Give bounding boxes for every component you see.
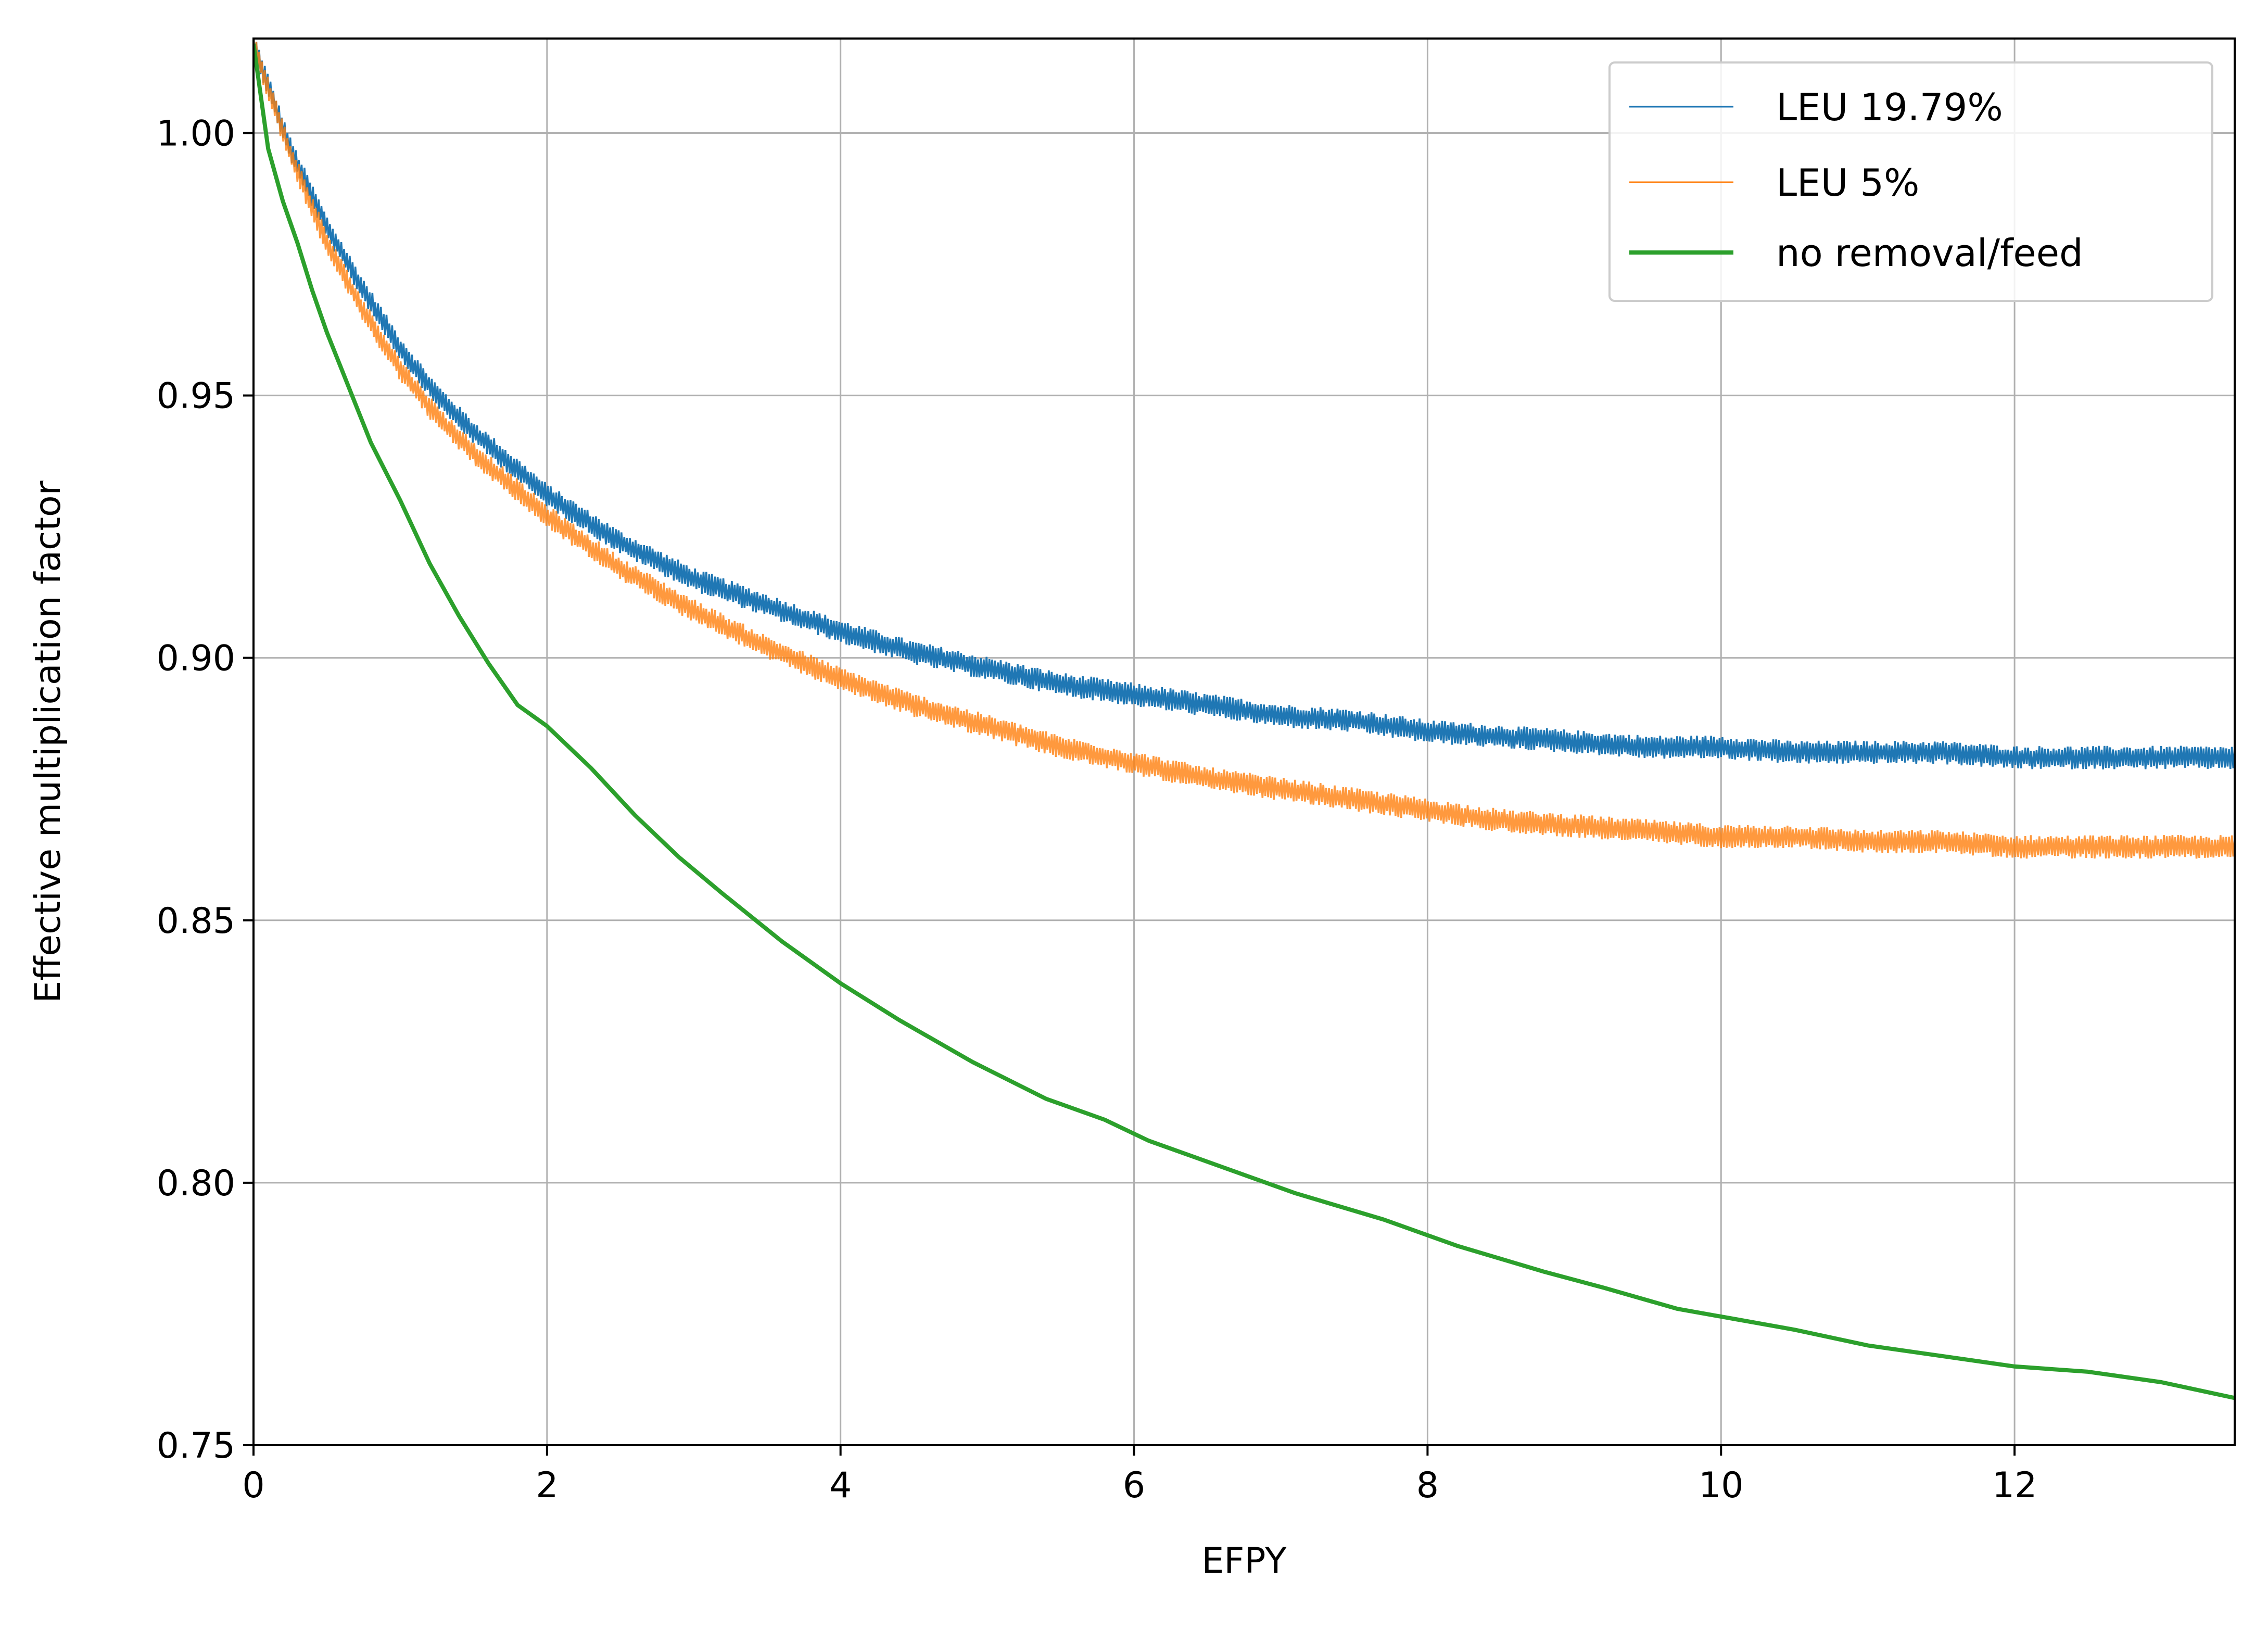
series-layer bbox=[254, 39, 2235, 1400]
y-tick-label: 0.85 bbox=[157, 901, 235, 942]
x-tick-label: 10 bbox=[1699, 1465, 1744, 1506]
y-tick-label: 0.90 bbox=[157, 638, 235, 679]
y-tick-label: 0.95 bbox=[157, 376, 235, 417]
legend-label-leu-5: LEU 5% bbox=[1776, 161, 1919, 205]
legend: LEU 19.79% LEU 5% no removal/feed bbox=[1608, 61, 2213, 302]
x-tick-label: 4 bbox=[829, 1465, 852, 1506]
plot-frame bbox=[252, 37, 2236, 1446]
x-tick-label: 6 bbox=[1123, 1465, 1145, 1506]
series-line bbox=[254, 39, 2235, 859]
y-tick-label: 1.00 bbox=[157, 113, 235, 154]
x-tick-label: 8 bbox=[1416, 1465, 1439, 1506]
y-axis-title: Effective multiplication factor bbox=[28, 481, 69, 1003]
legend-box bbox=[1608, 61, 2213, 302]
series-leu-5 bbox=[254, 39, 2235, 859]
series-leu-1979 bbox=[254, 39, 2235, 770]
y-tick-label: 0.75 bbox=[157, 1425, 235, 1467]
x-tick-label: 0 bbox=[242, 1465, 264, 1506]
x-axis-title: EFPY bbox=[1201, 1540, 1287, 1582]
x-tick-label: 2 bbox=[536, 1465, 558, 1506]
series-line bbox=[254, 39, 2235, 770]
legend-label-no-removal-feed: no removal/feed bbox=[1776, 231, 2083, 275]
axis-ticks: 0 2 4 6 8 10 12 0.75 0.80 0.85 0.90 0.95 1.00 bbox=[157, 113, 2037, 1506]
y-tick-label: 0.80 bbox=[157, 1163, 235, 1204]
legend-label-leu-1979: LEU 19.79% bbox=[1776, 85, 2003, 129]
x-tick-label: 12 bbox=[1992, 1465, 2037, 1506]
